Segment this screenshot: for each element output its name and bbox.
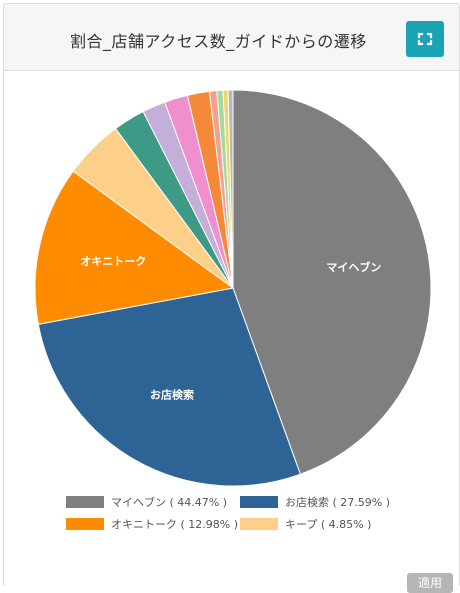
- expand-button[interactable]: [406, 21, 444, 57]
- apply-button[interactable]: 適用: [407, 573, 453, 593]
- slice-label: オキニトーク: [80, 255, 146, 268]
- card-title: 割合_店舗アクセス数_ガイドからの遷移: [70, 32, 367, 51]
- legend-label[interactable]: マイヘブン ( 44.47% ): [111, 495, 227, 509]
- legend-label[interactable]: お店検索 ( 27.59% ): [285, 495, 390, 509]
- pie-slices: [34, 89, 432, 487]
- slice-label: お店検索: [150, 388, 194, 402]
- legend-label[interactable]: オキニトーク ( 12.98% ): [111, 518, 238, 531]
- pie-slice-12[interactable]: [227, 89, 234, 289]
- pie-slice-2[interactable]: [37, 287, 302, 487]
- slice-label: マイヘブン: [326, 260, 381, 274]
- legend-swatch[interactable]: [66, 496, 104, 508]
- chart-legend: マイヘブン ( 44.47% ) お店検索 ( 27.59% ) オキニトーク ( …: [66, 495, 390, 531]
- legend-swatch[interactable]: [240, 496, 278, 508]
- legend-swatch[interactable]: [66, 518, 104, 530]
- pie-slice-1[interactable]: [232, 89, 432, 475]
- legend-label[interactable]: キープ ( 4.85% ): [285, 518, 371, 531]
- fullscreen-expand-icon: [417, 32, 433, 46]
- pie-slice-3[interactable]: [34, 170, 235, 325]
- legend-swatch[interactable]: [240, 518, 278, 530]
- card-header: 割合_店舗アクセス数_ガイドからの遷移: [4, 4, 459, 71]
